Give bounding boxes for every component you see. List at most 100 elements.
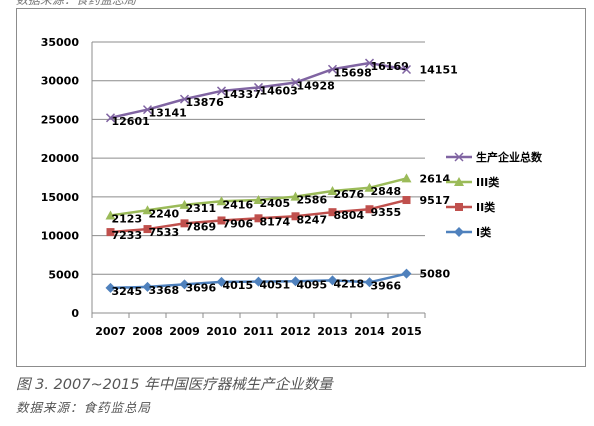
legend-label: I类 bbox=[476, 225, 492, 239]
data-point bbox=[106, 228, 115, 237]
data-point bbox=[217, 216, 226, 225]
data-point bbox=[328, 208, 337, 217]
data-point bbox=[402, 196, 411, 205]
data-label: 16169 bbox=[371, 60, 409, 73]
data-label: 2123 bbox=[112, 212, 143, 225]
data-point bbox=[179, 279, 190, 290]
data-label: 13141 bbox=[149, 107, 187, 120]
data-point bbox=[291, 212, 300, 221]
y-tick-label: 5000 bbox=[48, 268, 79, 281]
data-label: 7906 bbox=[223, 217, 254, 230]
data-label: 7233 bbox=[112, 229, 143, 242]
data-point bbox=[364, 182, 375, 192]
legend-label: 生产企业总数 bbox=[476, 150, 543, 164]
figure-source: 数据来源：食药监总局 bbox=[16, 400, 152, 415]
data-point bbox=[105, 210, 116, 220]
data-label: 12601 bbox=[112, 115, 150, 128]
legend-marker bbox=[454, 152, 464, 162]
data-label: 8247 bbox=[297, 213, 328, 226]
data-point bbox=[290, 276, 301, 287]
data-label: 14603 bbox=[260, 84, 298, 97]
data-label: 5080 bbox=[420, 268, 451, 281]
data-point bbox=[401, 173, 412, 183]
data-label: 2848 bbox=[371, 185, 402, 198]
data-label: 3368 bbox=[149, 284, 180, 297]
legend-marker bbox=[455, 203, 463, 211]
data-label: 2586 bbox=[297, 194, 328, 207]
x-tick-label: 2008 bbox=[132, 325, 163, 338]
y-tick-label: 25000 bbox=[41, 113, 80, 126]
data-label: 9517 bbox=[420, 194, 451, 207]
data-point bbox=[216, 276, 227, 287]
data-label: 9355 bbox=[371, 206, 402, 219]
data-label: 14151 bbox=[420, 63, 458, 76]
x-tick-label: 2015 bbox=[391, 325, 422, 338]
data-point bbox=[216, 86, 227, 96]
y-tick-label: 0 bbox=[71, 307, 79, 320]
data-point bbox=[290, 77, 301, 88]
y-tick-label: 15000 bbox=[41, 191, 80, 204]
data-point bbox=[365, 205, 374, 214]
x-tick-label: 2011 bbox=[243, 325, 274, 338]
data-point bbox=[179, 94, 190, 104]
data-point bbox=[179, 199, 190, 209]
line-chart: 0 5000 10000 15000 20000 25000 30000 35000 2007 2… bbox=[41, 36, 543, 338]
data-label: 2240 bbox=[149, 207, 180, 220]
clipped-header-text: 数据来源：食药监总局 bbox=[16, 0, 137, 7]
data-point bbox=[253, 194, 264, 204]
data-point bbox=[364, 58, 375, 68]
y-tick-label: 10000 bbox=[41, 230, 80, 243]
data-point bbox=[143, 225, 152, 234]
legend-label: II类 bbox=[476, 200, 496, 214]
x-tick-label: 2014 bbox=[354, 325, 385, 338]
x-tick-label: 2010 bbox=[206, 325, 237, 338]
data-point bbox=[401, 268, 412, 279]
legend-marker bbox=[454, 227, 464, 237]
data-point bbox=[327, 64, 338, 74]
data-label: 3245 bbox=[112, 285, 143, 298]
x-tick-label: 2007 bbox=[95, 325, 126, 338]
data-label: 7533 bbox=[149, 226, 180, 239]
data-point bbox=[364, 277, 375, 288]
data-label: 2405 bbox=[260, 197, 291, 210]
data-point bbox=[142, 281, 153, 292]
data-point bbox=[105, 282, 116, 293]
data-label: 7869 bbox=[186, 220, 217, 233]
y-tick-label: 20000 bbox=[41, 152, 80, 165]
data-point bbox=[327, 275, 338, 286]
data-label: 4051 bbox=[260, 279, 291, 292]
data-label: 8174 bbox=[260, 215, 291, 228]
data-label: 8804 bbox=[334, 209, 365, 222]
data-label: 3696 bbox=[186, 281, 217, 294]
data-label: 4095 bbox=[297, 278, 328, 291]
data-point bbox=[216, 196, 227, 206]
x-tick-label: 2009 bbox=[169, 325, 200, 338]
data-label: 2614 bbox=[420, 172, 451, 185]
data-label: 14928 bbox=[297, 79, 335, 92]
x-tick-label: 2012 bbox=[280, 325, 311, 338]
data-point bbox=[142, 205, 153, 215]
data-label: 13876 bbox=[186, 96, 225, 109]
data-point bbox=[401, 64, 412, 75]
data-label: 2416 bbox=[223, 198, 254, 211]
data-point bbox=[254, 214, 263, 223]
legend-marker bbox=[454, 177, 464, 186]
data-point bbox=[290, 191, 301, 201]
data-point bbox=[105, 113, 116, 123]
figure-caption: 图 3. 2007~2015 年中国医疗器械生产企业数量 bbox=[16, 377, 333, 393]
data-label: 15698 bbox=[334, 66, 372, 79]
data-label: 4015 bbox=[223, 279, 254, 292]
data-label: 14337 bbox=[223, 88, 261, 101]
data-point bbox=[180, 219, 189, 228]
data-label: 4218 bbox=[334, 277, 365, 290]
y-tick-label: 30000 bbox=[41, 75, 80, 88]
data-label: 3966 bbox=[371, 279, 402, 292]
data-point bbox=[253, 82, 264, 92]
x-tick-label: 2013 bbox=[317, 325, 348, 338]
data-label: 2311 bbox=[186, 202, 217, 215]
data-point bbox=[327, 185, 338, 195]
data-point bbox=[253, 276, 264, 287]
legend-label: III类 bbox=[476, 175, 500, 189]
y-tick-label: 35000 bbox=[41, 36, 80, 49]
chart-frame: 0 5000 10000 15000 20000 25000 30000 35000 2007 2… bbox=[16, 8, 586, 367]
